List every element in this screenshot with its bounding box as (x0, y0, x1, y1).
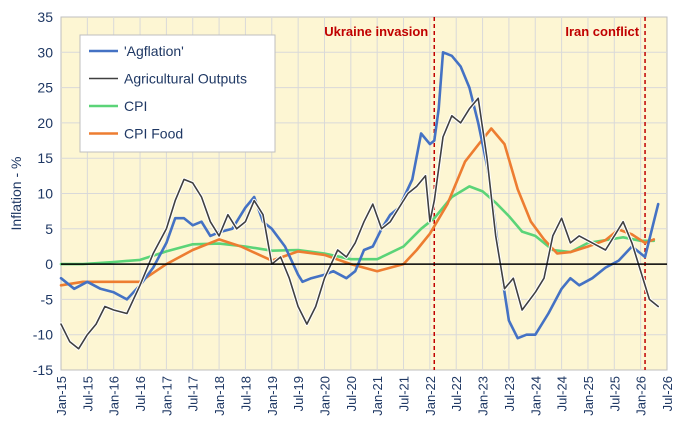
x-tick-label: Jan-15 (54, 376, 69, 416)
x-tick-label: Jul-23 (502, 376, 517, 411)
x-tick-label: Jul-16 (133, 376, 148, 411)
x-tick-label: Jul-19 (291, 376, 306, 411)
x-tick-label: Jul-26 (660, 376, 675, 411)
x-tick-label: Jan-22 (423, 376, 438, 416)
x-tick-label: Jan-26 (634, 376, 649, 416)
x-tick-label: Jul-24 (555, 376, 570, 411)
legend-label: Agricultural Outputs (124, 71, 247, 87)
series-lines (59, 51, 660, 351)
event-markers: Ukraine invasion Iran conflict (324, 17, 646, 370)
x-tick-label: Jul-21 (397, 376, 412, 411)
event-label: Ukraine invasion (324, 24, 428, 39)
y-tick-label: 25 (37, 80, 53, 96)
x-tick-label: Jan-16 (107, 376, 122, 416)
x-tick-label: Jan-17 (159, 376, 174, 416)
x-tick-label: Jan-18 (212, 376, 227, 416)
x-tick-label: Jul-20 (344, 376, 359, 411)
y-tick-label: -10 (33, 327, 53, 343)
legend-label: 'Agflation' (124, 43, 184, 59)
y-tick-label: -5 (41, 291, 54, 307)
legend: 'Agflation' Agricultural Outputs CPI CPI Fo… (79, 34, 276, 153)
series-line (59, 127, 656, 287)
y-tick-label: 0 (45, 256, 53, 272)
y-axis-label: Inflation - % (8, 157, 24, 231)
legend-label: CPI Food (124, 126, 183, 142)
x-tick-label: Jan-24 (528, 376, 543, 416)
legend-label: CPI (124, 98, 147, 114)
y-tick-label: 15 (37, 150, 53, 166)
y-tick-label: 30 (37, 44, 53, 60)
y-tick-label: 10 (37, 186, 53, 202)
axes: -15 -10 -5 0 5 10 15 20 25 30 35 Jan-15 Jul-15 Jan-16… (33, 9, 675, 416)
series-line (60, 97, 659, 350)
y-tick-label: -15 (33, 362, 53, 378)
x-tick-label: Jul-25 (607, 376, 622, 411)
x-tick-label: Jan-21 (370, 376, 385, 416)
y-tick-label: 20 (37, 115, 53, 131)
series-line (59, 51, 660, 340)
event-label: Iran conflict (565, 24, 639, 39)
y-tick-label: 5 (45, 221, 53, 237)
x-tick-label: Jan-23 (476, 376, 491, 416)
x-tick-label: Jan-19 (265, 376, 280, 416)
x-tick-label: Jul-22 (449, 376, 464, 411)
x-tick-label: Jul-17 (186, 376, 201, 411)
x-tick-label: Jan-20 (317, 376, 332, 416)
x-tick-label: Jul-18 (238, 376, 253, 411)
x-tick-label: Jul-15 (80, 376, 95, 411)
x-tick-label: Jan-25 (581, 376, 596, 416)
y-tick-label: 35 (37, 9, 53, 25)
